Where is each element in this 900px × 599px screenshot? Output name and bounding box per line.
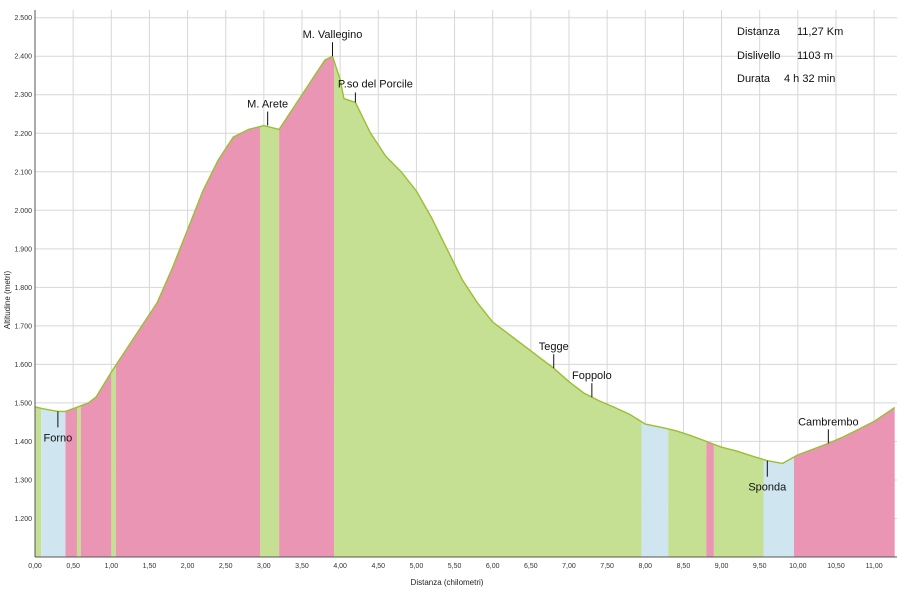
y-tick-label: 2.300 [14,92,32,99]
terrain-band [713,444,764,557]
x-tick-label: 11,00 [866,563,883,570]
y-tick-label: 1.900 [14,246,32,253]
annotation-label: Tegge [539,341,569,353]
x-tick-label: 3,00 [257,563,271,570]
y-tick-label: 1.200 [14,516,32,523]
x-tick-label: 7,50 [600,563,614,570]
x-tick-label: 4,50 [371,563,385,570]
terrain-band [279,56,335,557]
y-tick-label: 2.400 [14,54,32,61]
y-tick-label: 1.500 [14,400,32,407]
x-tick-label: 3,50 [295,563,309,570]
terrain-band [641,421,669,557]
terrain-band [35,406,42,557]
terrain-band [706,441,714,557]
x-tick-label: 9,50 [753,563,767,570]
distance-label: Distanza [737,26,781,38]
terrain-band [111,365,116,557]
terrain-band [794,407,895,557]
y-tick-label: 1.700 [14,323,32,330]
annotation-label: Forno [44,432,73,444]
terrain-band [41,408,66,557]
annotation-label: Foppolo [572,370,612,382]
x-tick-label: 6,00 [486,563,500,570]
elevation-value: 1103 m [797,50,833,62]
x-tick-label: 5,50 [448,563,462,570]
x-tick-label: 2,50 [219,563,233,570]
y-tick-label: 2.200 [14,131,32,138]
terrain-band [260,125,280,557]
annotation-label: Cambrembo [798,416,859,428]
annotation-label: M. Arete [247,99,288,111]
y-tick-label: 2.500 [14,15,32,22]
y-tick-label: 1.400 [14,439,32,446]
x-tick-label: 5,00 [410,563,424,570]
x-tick-label: 1,00 [104,563,118,570]
x-tick-label: 0,00 [28,563,42,570]
x-tick-label: 7,00 [562,563,576,570]
info-box: Distanza 11,27 Km Dislivello 1103 m Dura… [737,26,843,85]
x-tick-label: 6,50 [524,563,538,570]
y-tick-label: 1.300 [14,477,32,484]
terrain-band [115,126,261,557]
profile-line [34,55,896,465]
annotation-label: P.so del Porcile [338,78,413,90]
y-tick-label: 1.600 [14,362,32,369]
terrain-band [76,405,81,557]
profile-line-group [34,55,896,465]
x-tick-label: 0,50 [66,563,80,570]
terrain-band [763,457,795,557]
annotation-label: M. Vallegino [303,29,363,41]
terrain-band [80,372,112,557]
x-tick-label: 10,00 [789,563,807,570]
x-tick-label: 4,00 [333,563,347,570]
axes: 0,00 0,50 1,00 1,50 2,00 2,50 3,00 3,50 4,00 4,50… [14,10,897,570]
y-tick-label: 1.800 [14,285,32,292]
terrain-band [668,428,707,557]
annotation-label: Sponda [748,482,787,494]
duration-value: 4 h 32 min [784,73,835,85]
duration-label: Durata [737,73,771,85]
y-tick-label: 2.100 [14,169,32,176]
y-tick-label: 2.000 [14,208,32,215]
x-axis-title: Distanza (chilometri) [411,578,484,587]
x-tick-label: 8,00 [638,563,652,570]
annotations: Forno M. Arete M. Vallegino P.so del Porcil… [44,29,859,493]
x-tick-label: 2,00 [181,563,195,570]
x-tick-label: 9,00 [715,563,729,570]
x-tick-label: 10,50 [827,563,845,570]
x-tick-label: 8,50 [677,563,691,570]
terrain-band [65,407,77,557]
x-tick-label: 1,50 [143,563,157,570]
y-axis-title: Altitudine (metri) [3,271,12,330]
elevation-label: Dislivello [737,50,780,62]
distance-value: 11,27 Km [797,26,843,38]
